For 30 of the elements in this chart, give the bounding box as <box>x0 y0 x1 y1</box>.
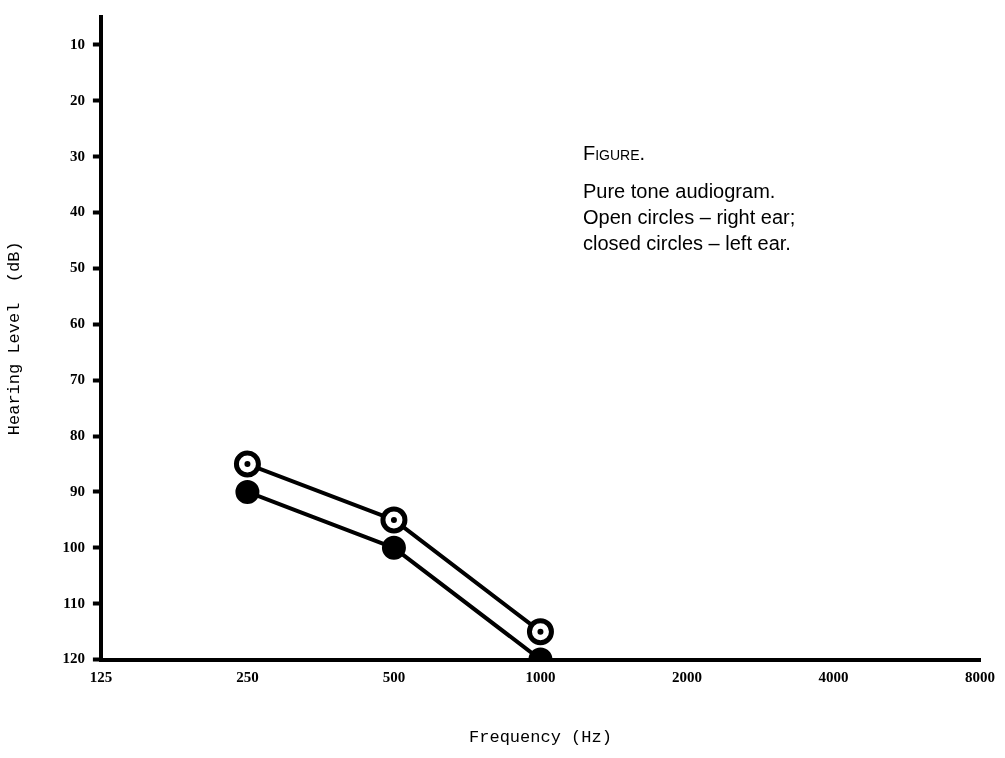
y-tick-label: 70 <box>69 371 85 388</box>
y-tick-label: 100 <box>62 538 85 555</box>
y-tick-label: 90 <box>69 482 85 499</box>
point <box>381 535 406 560</box>
x-tick-label: 250 <box>236 669 259 686</box>
y-tick-label: 30 <box>69 147 85 164</box>
y-tick-label: 20 <box>69 91 85 108</box>
annotation: Pure tone audiogram. <box>583 179 777 204</box>
x-tick-label: 125 <box>89 669 113 686</box>
x-tick-label: 8000 <box>965 669 995 686</box>
y-tick-label: 50 <box>69 259 85 276</box>
annotation: Figure. <box>583 141 647 166</box>
x-tick-label: 500 <box>382 669 406 686</box>
y-axis-title: Hearing Level (dB) <box>4 241 24 436</box>
point <box>526 618 554 646</box>
x-tick-label: 1000 <box>525 669 556 686</box>
x-axis-title: Frequency (Hz) <box>469 728 612 748</box>
y-tick-label: 10 <box>69 35 85 52</box>
point <box>380 506 408 534</box>
point <box>235 479 260 504</box>
y-tick-label: 110 <box>63 594 85 611</box>
y-tick-label: 80 <box>69 426 85 443</box>
annotation: closed circles – left ear. <box>583 231 792 256</box>
y-tick-label: 120 <box>62 650 85 667</box>
annotation: Open circles – right ear; <box>583 205 796 230</box>
x-tick-label: 4000 <box>818 669 849 686</box>
x-tick-label: 2000 <box>671 669 702 686</box>
y-tick-label: 40 <box>69 203 85 220</box>
y-tick-label: 60 <box>69 315 85 332</box>
point <box>233 450 261 478</box>
